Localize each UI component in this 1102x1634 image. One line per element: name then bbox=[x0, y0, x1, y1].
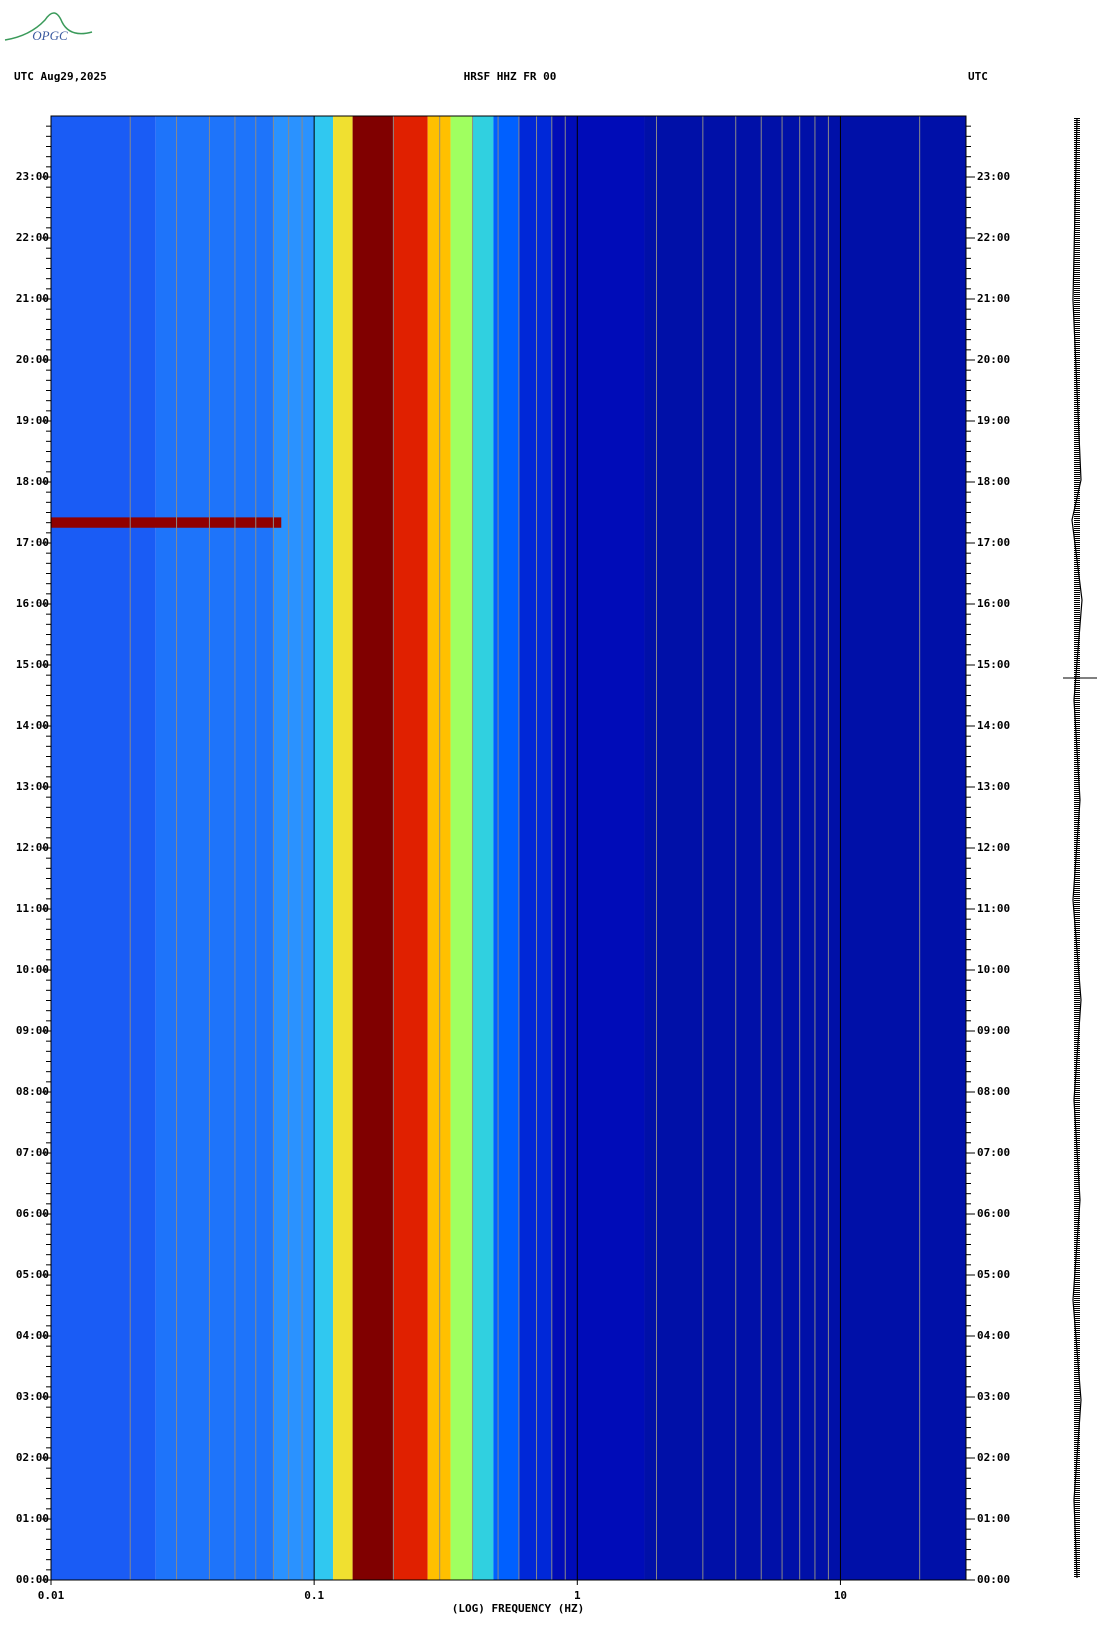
title-left: UTC Aug29,2025 bbox=[14, 70, 107, 83]
y-tick-label: 01:00 bbox=[16, 1512, 49, 1525]
spectral-band bbox=[472, 116, 494, 1580]
x-tick-label: 0.01 bbox=[38, 1589, 65, 1602]
y-tick-label: 03:00 bbox=[977, 1390, 1010, 1403]
y-tick-label: 09:00 bbox=[977, 1024, 1010, 1037]
spectral-band bbox=[518, 116, 552, 1580]
y-tick-label: 21:00 bbox=[977, 292, 1010, 305]
y-tick-label: 12:00 bbox=[977, 841, 1010, 854]
y-tick-label: 00:00 bbox=[977, 1573, 1010, 1586]
spectral-band bbox=[393, 116, 428, 1580]
spectral-band bbox=[352, 116, 394, 1580]
title-right: UTC bbox=[968, 70, 988, 83]
y-tick-label: 20:00 bbox=[977, 353, 1010, 366]
y-tick-label: 03:00 bbox=[16, 1390, 49, 1403]
y-tick-label: 22:00 bbox=[16, 231, 49, 244]
y-tick-label: 17:00 bbox=[977, 536, 1010, 549]
spectral-band bbox=[644, 116, 966, 1580]
y-tick-label: 00:00 bbox=[16, 1573, 49, 1586]
y-tick-label: 11:00 bbox=[16, 902, 49, 915]
logo: OPGC bbox=[4, 12, 93, 43]
y-tick-label: 01:00 bbox=[977, 1512, 1010, 1525]
y-tick-label: 10:00 bbox=[977, 963, 1010, 976]
spectral-band bbox=[155, 116, 274, 1580]
y-tick-label: 18:00 bbox=[16, 475, 49, 488]
plot: 0.01 0.1 1 10 00:00 00:00 01:00 01:00 02:00 02:00… bbox=[16, 115, 1010, 1602]
spectral-band bbox=[333, 116, 353, 1580]
x-tick-label: 0.1 bbox=[304, 1589, 324, 1602]
y-tick-label: 18:00 bbox=[977, 475, 1010, 488]
spectral-band bbox=[51, 116, 156, 1580]
y-tick-label: 23:00 bbox=[977, 170, 1010, 183]
y-tick-label: 17:00 bbox=[16, 536, 49, 549]
y-tick-label: 14:00 bbox=[977, 719, 1010, 732]
y-tick-label: 13:00 bbox=[977, 780, 1010, 793]
y-tick-label: 13:00 bbox=[16, 780, 49, 793]
y-tick-label: 20:00 bbox=[16, 353, 49, 366]
y-tick-label: 23:00 bbox=[16, 170, 49, 183]
y-tick-label: 11:00 bbox=[977, 902, 1010, 915]
y-tick-label: 07:00 bbox=[16, 1146, 49, 1159]
y-tick-label: 02:00 bbox=[977, 1451, 1010, 1464]
event bbox=[51, 517, 282, 528]
y-tick-label: 22:00 bbox=[977, 231, 1010, 244]
spectral-band bbox=[273, 116, 315, 1580]
y-tick-label: 09:00 bbox=[16, 1024, 49, 1037]
y-tick-label: 16:00 bbox=[977, 597, 1010, 610]
y-tick-label: 12:00 bbox=[16, 841, 49, 854]
y-tick-label: 14:00 bbox=[16, 719, 49, 732]
y-tick-label: 10:00 bbox=[16, 963, 49, 976]
y-tick-label: 08:00 bbox=[16, 1085, 49, 1098]
y-tick-label: 06:00 bbox=[16, 1207, 49, 1220]
x-tick-label: 10 bbox=[834, 1589, 847, 1602]
y-tick-label: 15:00 bbox=[977, 658, 1010, 671]
spectral-band bbox=[427, 116, 451, 1580]
y-tick-label: 19:00 bbox=[16, 414, 49, 427]
y-tick-label: 05:00 bbox=[977, 1268, 1010, 1281]
spectral-band bbox=[314, 116, 334, 1580]
spectral-band bbox=[450, 116, 473, 1580]
y-tick-label: 04:00 bbox=[16, 1329, 49, 1342]
y-tick-label: 04:00 bbox=[977, 1329, 1010, 1342]
y-tick-label: 05:00 bbox=[16, 1268, 49, 1281]
y-tick-label: 07:00 bbox=[977, 1146, 1010, 1159]
spectral-band bbox=[493, 116, 519, 1580]
title: HRSF HHZ FR 00 bbox=[464, 70, 557, 83]
y-tick-label: 19:00 bbox=[977, 414, 1010, 427]
y-tick-label: 21:00 bbox=[16, 292, 49, 305]
y-tick-label: 15:00 bbox=[16, 658, 49, 671]
y-tick-label: 06:00 bbox=[977, 1207, 1010, 1220]
x-axis-label: (LOG) FREQUENCY (HZ) bbox=[452, 1602, 584, 1615]
y-tick-label: 08:00 bbox=[977, 1085, 1010, 1098]
y-tick-label: 02:00 bbox=[16, 1451, 49, 1464]
spectral-band bbox=[551, 116, 645, 1580]
logo-curve bbox=[4, 12, 93, 41]
x-tick-label: 1 bbox=[574, 1589, 581, 1602]
logo-text: OPGC bbox=[32, 28, 68, 43]
y-tick-label: 16:00 bbox=[16, 597, 49, 610]
